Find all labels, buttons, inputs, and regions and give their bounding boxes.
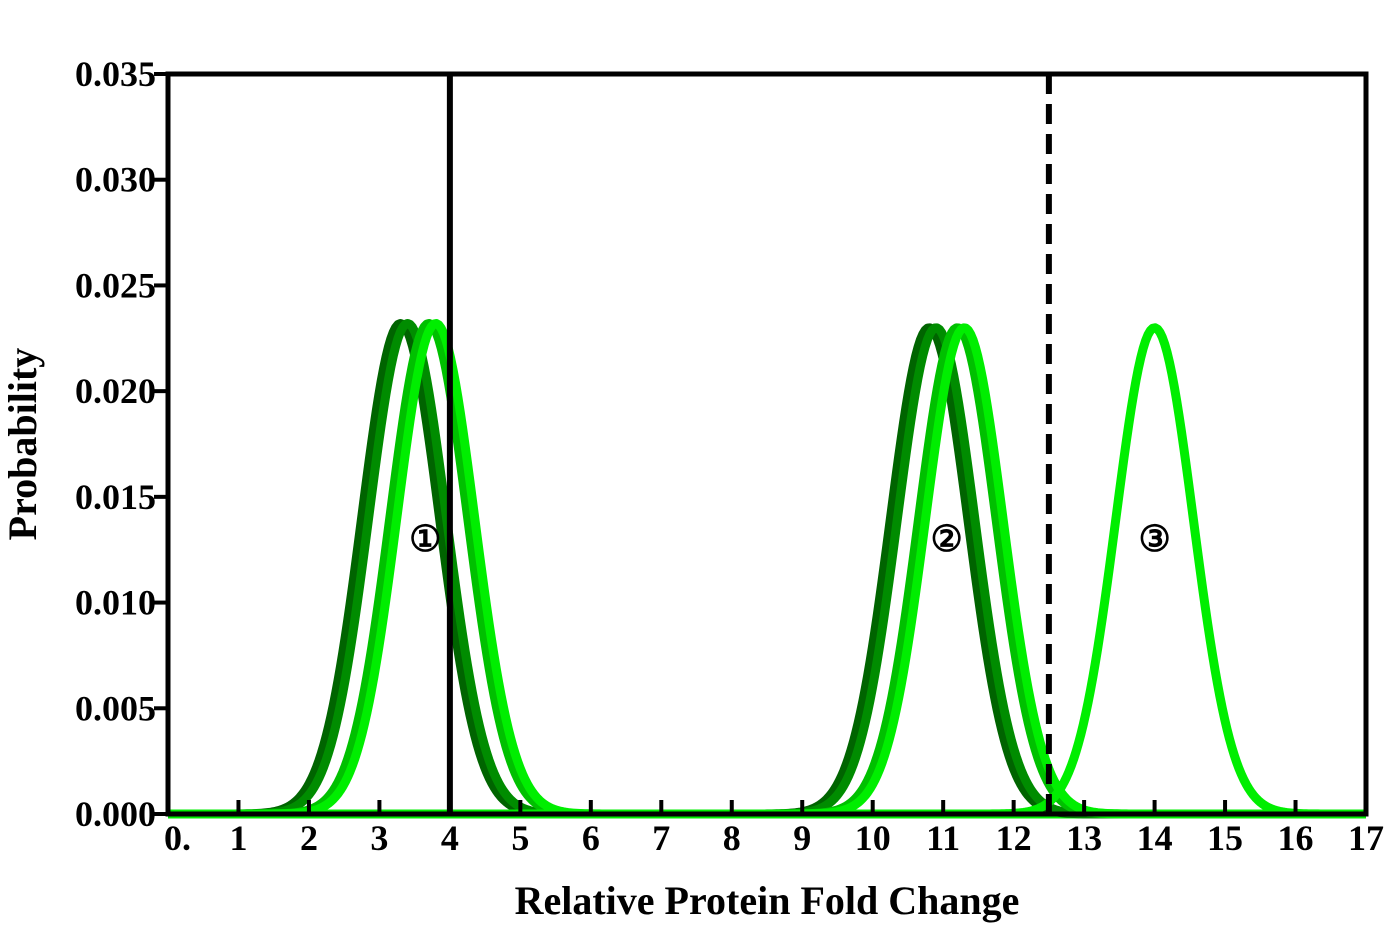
peak-annotation: ② [931,519,963,559]
curve-6 [165,323,1369,819]
y-tick-label: 0.015 [75,477,156,517]
x-axis-title: Relative Protein Fold Change [515,878,1020,923]
x-tick-label: 1 [229,818,247,858]
x-tick-label: 16 [1278,818,1314,858]
x-tick-label: 9 [793,818,811,858]
y-tick-label: 0.000 [75,794,156,834]
annotation-group: ① ② ③ [409,519,1171,559]
x-tick-label: 7 [652,818,670,858]
y-tick-label: 0.005 [75,688,156,728]
x-tick-label: 11 [926,818,960,858]
x-tick-label: 3 [370,818,388,858]
x-tick-label: 5 [511,818,529,858]
curve-3 [165,319,1369,819]
y-tick-label: 0.025 [75,265,156,305]
curve-2 [165,318,1369,819]
y-tick-label: 0.020 [75,371,156,411]
y-axis-title: Probability [0,348,45,541]
reference-line-group [446,74,1052,814]
x-tick-label: 13 [1066,818,1102,858]
x-tick-label: 14 [1137,818,1173,858]
curve-group [165,318,1369,819]
x-tick-label: 6 [582,818,600,858]
x-tick-label: 8 [723,818,741,858]
curve-4 [165,319,1369,819]
x-axis: 0. 1 2 3 4 5 6 7 8 9 10 11 12 13 14 15 16 17 [164,800,1384,858]
curve-7 [165,323,1369,819]
x-tick-label: 15 [1207,818,1243,858]
y-tick-label: 0.030 [75,160,156,200]
x-tick-label: 12 [996,818,1032,858]
peak-annotation: ① [409,519,441,559]
curve-9 [165,323,1369,819]
y-tick-label: 0.035 [75,54,156,94]
y-axis: 0.000 0.005 0.010 0.015 0.020 0.025 0.030 0.035 [75,54,168,834]
curve-5 [165,323,1369,819]
x-tick-label: 10 [855,818,891,858]
x-tick-label: 4 [441,818,459,858]
x-tick-label: 0. [164,818,191,858]
y-tick-label: 0.010 [75,583,156,623]
peak-annotation: ③ [1138,519,1170,559]
plot-frame [165,71,1369,817]
curve-8 [165,323,1369,819]
x-tick-label: 2 [300,818,318,858]
curve-1 [165,318,1369,819]
x-tick-label: 17 [1348,818,1384,858]
